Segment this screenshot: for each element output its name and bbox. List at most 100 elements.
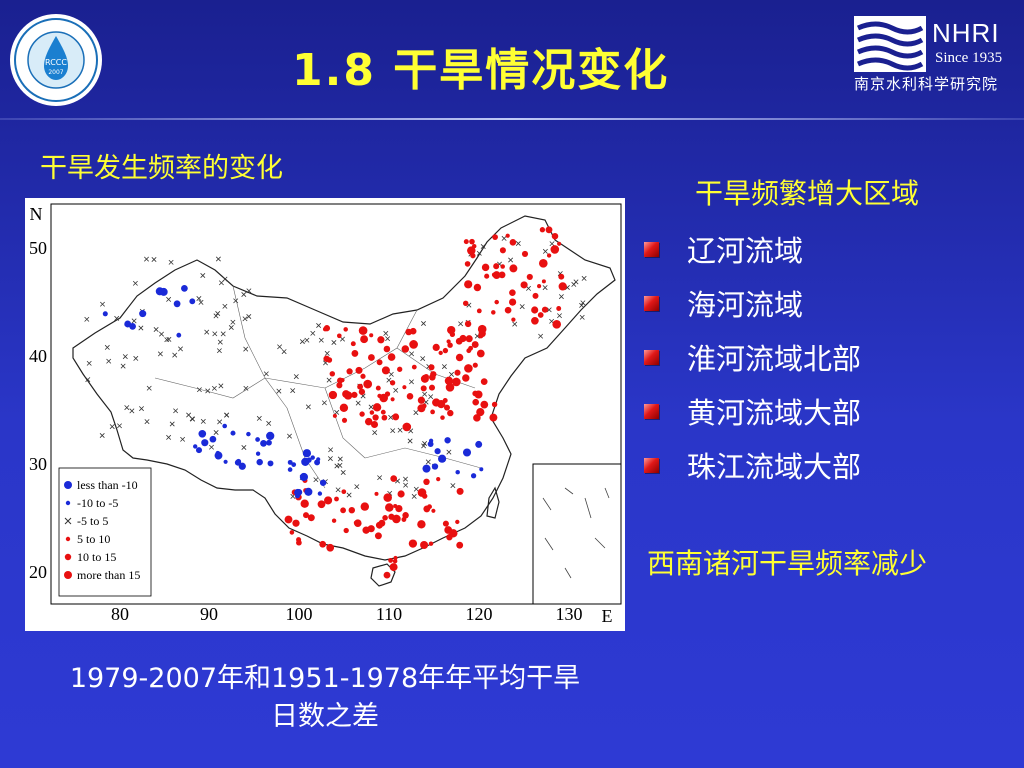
station-marker-increase <box>556 306 562 311</box>
title-divider <box>0 118 1024 120</box>
station-marker-decrease <box>255 437 260 442</box>
station-marker-neutral <box>198 299 204 305</box>
station-marker-neutral <box>106 358 112 364</box>
station-marker-increase <box>389 563 398 572</box>
station-marker-increase <box>430 409 435 415</box>
station-marker-increase <box>521 250 529 257</box>
station-marker-increase <box>421 403 427 409</box>
station-marker-increase <box>471 341 479 349</box>
station-marker-increase <box>499 247 506 254</box>
station-marker-decrease <box>198 429 207 438</box>
station-marker-neutral <box>422 391 428 397</box>
legend-symbol <box>65 500 71 506</box>
station-marker-increase <box>444 404 450 411</box>
station-marker-increase <box>509 298 517 306</box>
station-marker-decrease <box>316 457 321 462</box>
station-marker-neutral <box>133 355 139 361</box>
station-marker-increase <box>500 264 505 269</box>
station-marker-increase <box>537 284 542 289</box>
station-marker-decrease <box>434 448 441 455</box>
nhri-abbr: NHRI <box>932 18 1000 48</box>
station-marker-increase <box>498 271 506 279</box>
station-marker-decrease <box>267 460 274 467</box>
bullet-icon <box>644 349 659 365</box>
station-marker-neutral <box>421 321 426 326</box>
region-label: 辽河流域 <box>687 234 804 268</box>
station-marker-increase <box>494 299 499 305</box>
station-marker-increase <box>531 316 539 325</box>
legend-label: 10 to 15 <box>77 550 116 564</box>
station-marker-increase <box>444 376 454 385</box>
station-marker-decrease <box>139 310 147 318</box>
station-marker-neutral <box>413 486 419 492</box>
station-marker-increase <box>511 317 516 322</box>
station-marker-increase <box>360 335 369 344</box>
station-marker-increase <box>381 414 388 421</box>
station-marker-increase <box>326 543 335 552</box>
station-marker-increase <box>392 413 400 421</box>
station-marker-neutral <box>388 414 394 420</box>
legend-label: 5 to 10 <box>77 532 110 546</box>
station-marker-neutral <box>243 346 249 352</box>
legend-label: more than 15 <box>77 568 140 582</box>
station-marker-increase <box>322 327 328 332</box>
nhri-since: Since 1935 <box>935 50 1003 66</box>
station-marker-increase <box>367 525 375 533</box>
station-marker-increase <box>472 390 479 397</box>
station-marker-neutral <box>290 388 296 394</box>
station-marker-neutral <box>334 463 340 469</box>
station-marker-neutral <box>169 421 175 427</box>
station-marker-increase <box>411 364 417 370</box>
station-marker-neutral <box>403 482 409 488</box>
y-tick-label: 30 <box>29 454 47 474</box>
station-marker-neutral <box>388 371 394 377</box>
station-marker-decrease <box>181 285 188 292</box>
station-marker-increase <box>324 496 333 505</box>
station-marker-neutral <box>144 256 149 262</box>
station-marker-increase <box>388 557 394 563</box>
station-marker-increase <box>397 490 405 498</box>
station-marker-increase <box>428 384 436 391</box>
station-marker-decrease <box>287 459 293 465</box>
station-marker-increase <box>463 239 469 245</box>
station-marker-neutral <box>138 325 144 331</box>
station-marker-decrease <box>266 431 275 441</box>
station-marker-increase <box>442 347 449 354</box>
station-marker-neutral <box>377 475 383 481</box>
station-marker-increase <box>387 353 396 361</box>
station-marker-increase <box>492 234 498 240</box>
station-marker-neutral <box>287 433 292 439</box>
station-marker-increase <box>377 393 382 399</box>
legend-symbol <box>64 571 72 579</box>
station-marker-increase <box>468 345 474 351</box>
station-marker-increase <box>357 383 364 390</box>
station-marker-increase <box>358 388 366 395</box>
station-marker-neutral <box>458 321 464 327</box>
station-marker-decrease <box>189 298 196 305</box>
station-marker-neutral <box>146 385 152 391</box>
station-marker-neutral <box>218 383 224 389</box>
station-marker-neutral <box>579 314 585 320</box>
region-label: 珠江流域大部 <box>687 450 862 484</box>
station-marker-neutral <box>215 256 221 262</box>
station-marker-neutral <box>327 456 333 462</box>
station-marker-increase <box>339 403 349 412</box>
station-marker-decrease <box>266 439 272 446</box>
station-marker-decrease <box>223 459 228 464</box>
station-marker-neutral <box>114 315 120 321</box>
inset-islands <box>542 487 610 579</box>
station-marker-neutral <box>180 436 186 442</box>
station-marker-neutral <box>224 412 230 418</box>
station-marker-neutral <box>151 257 157 262</box>
station-marker-neutral <box>428 394 434 400</box>
x-axis-label: E <box>602 606 613 626</box>
station-marker-increase <box>408 539 418 548</box>
station-marker-decrease <box>230 430 236 436</box>
station-marker-decrease <box>291 462 297 467</box>
station-marker-increase <box>385 503 394 512</box>
station-marker-increase <box>340 378 345 383</box>
station-marker-neutral <box>144 419 150 425</box>
station-marker-increase <box>317 500 326 509</box>
station-marker-neutral <box>212 331 218 337</box>
station-marker-increase <box>390 397 395 402</box>
